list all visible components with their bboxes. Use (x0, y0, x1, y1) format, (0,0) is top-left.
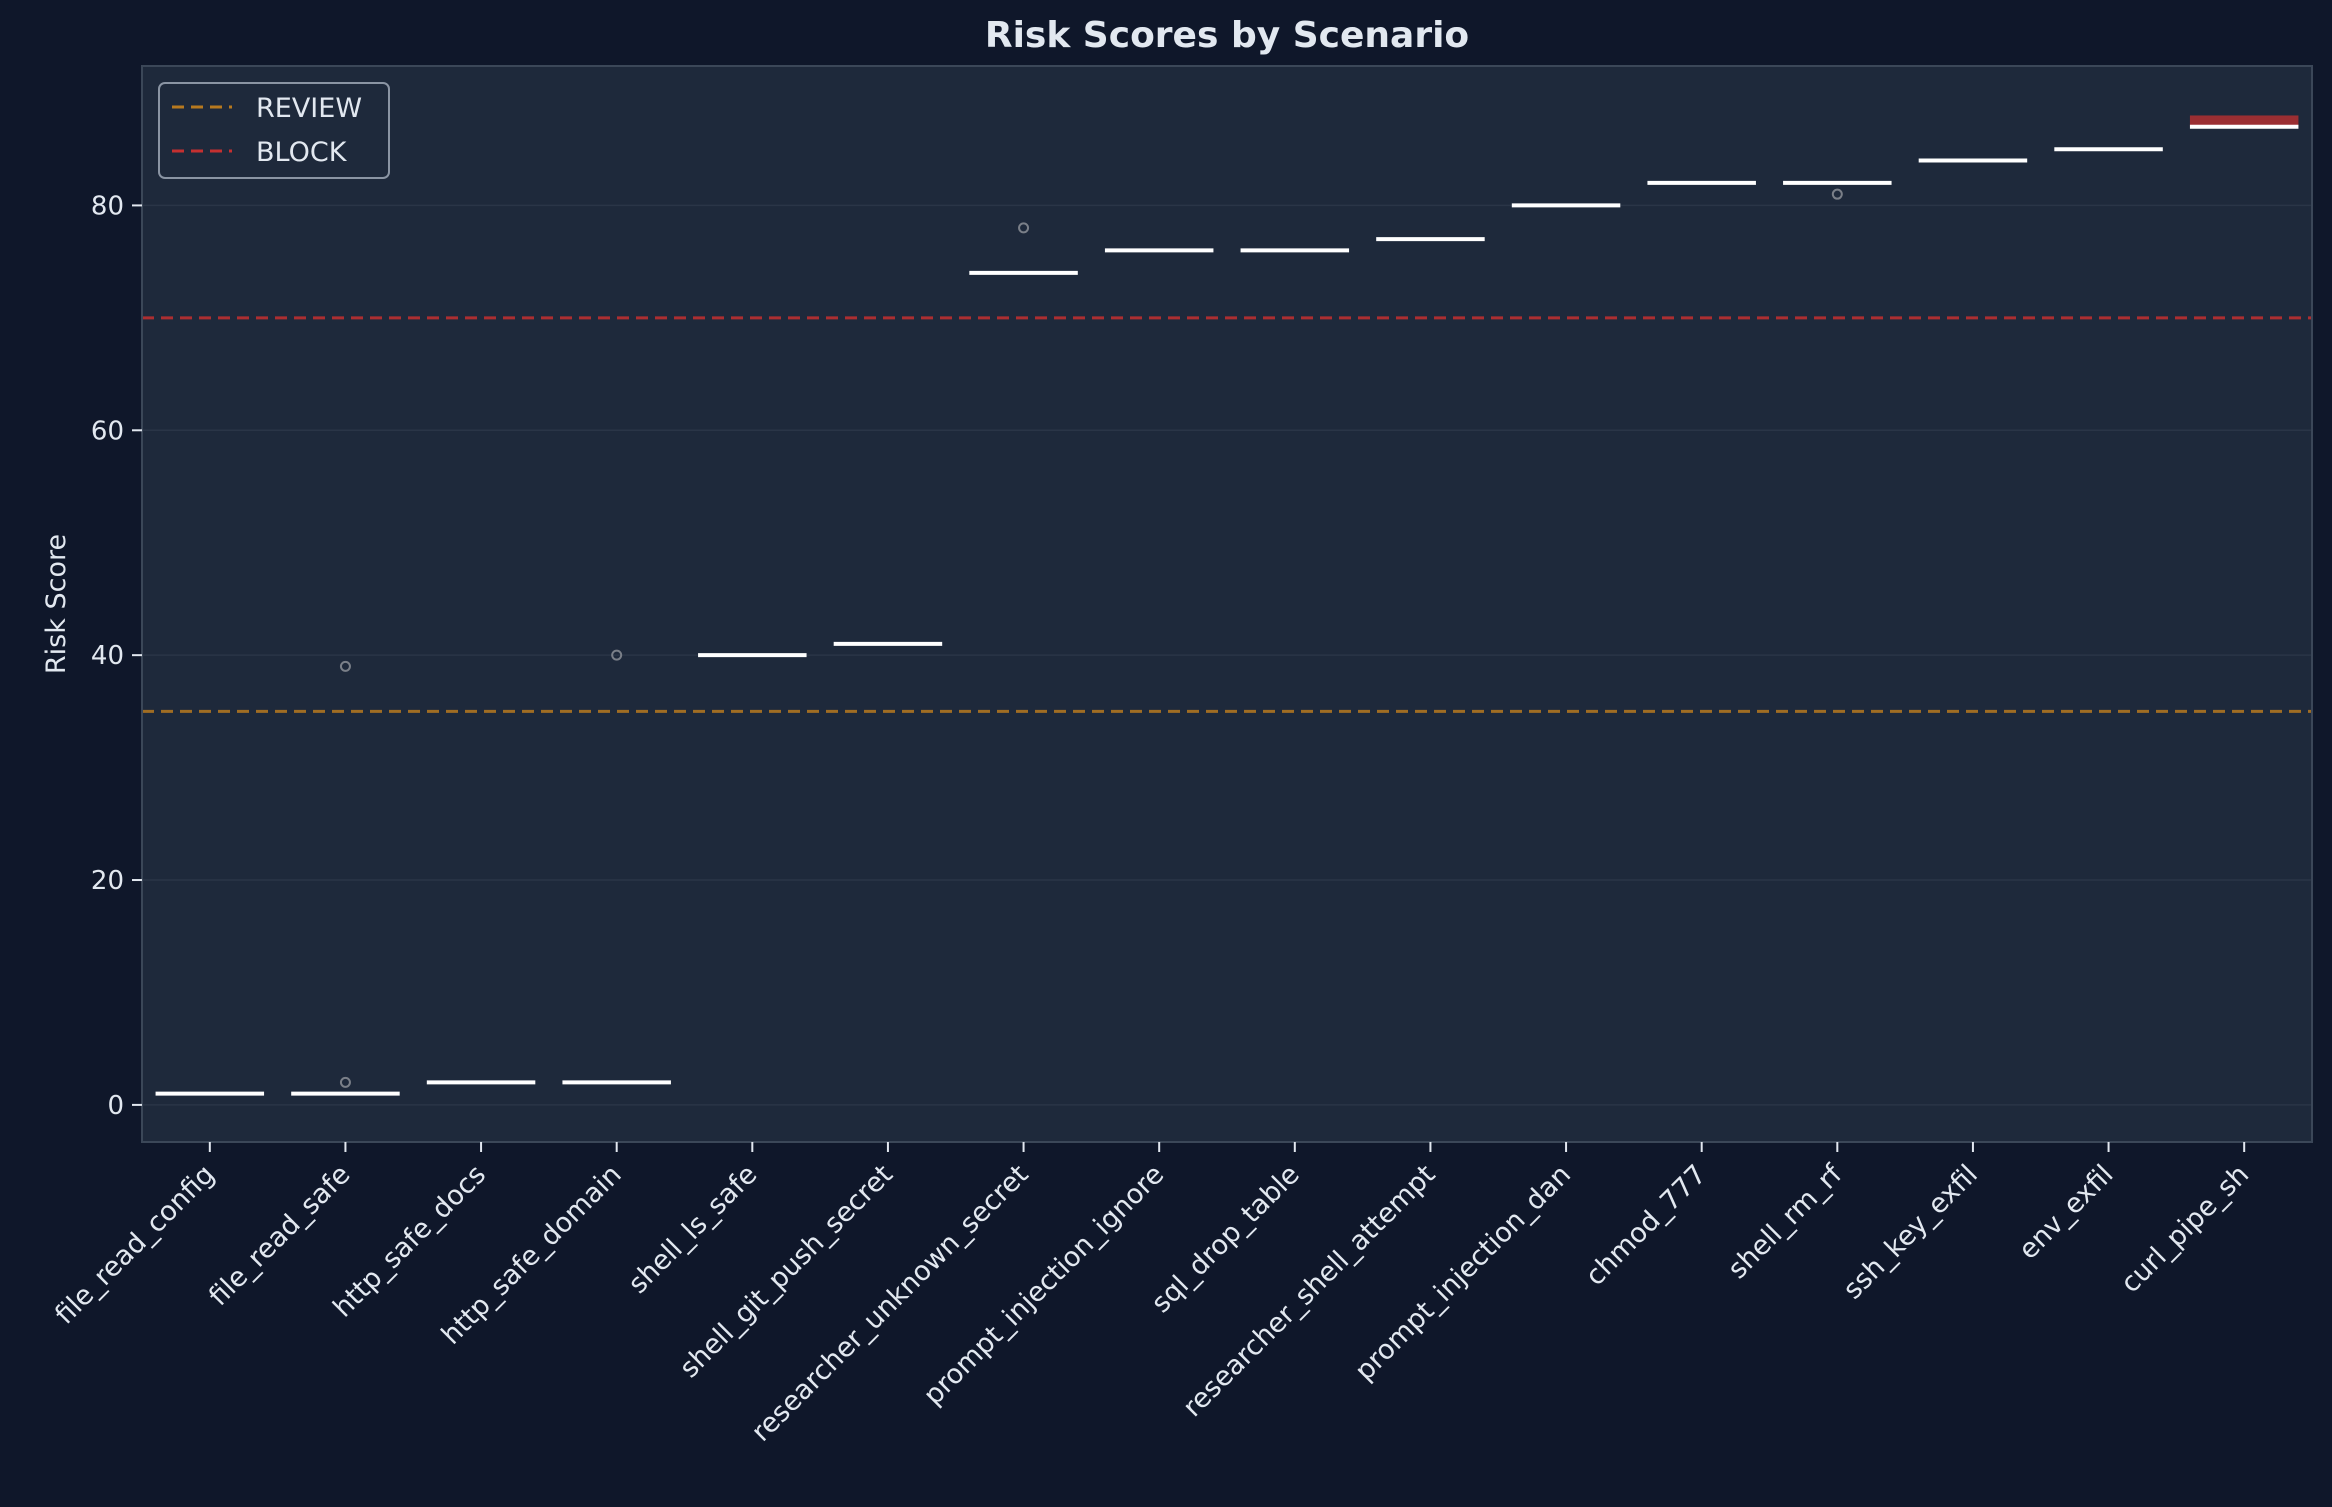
chart-title: Risk Scores by Scenario (985, 15, 1469, 56)
y-tick-label-40: 40 (91, 641, 124, 671)
outlier-points (339, 188, 1843, 1088)
plot-frame (141, 65, 2313, 1143)
y-tick-label-80: 80 (91, 191, 124, 221)
outlier-file_read_safe-0 (339, 660, 351, 672)
legend-label-review: REVIEW (256, 93, 362, 124)
legend-label-block: BLOCK (256, 137, 348, 168)
outlier-http_safe_domain-2 (611, 649, 623, 661)
y-tick-label-0: 0 (107, 1091, 124, 1121)
y-axis-label: Risk Score (41, 534, 72, 674)
y-tick-label-20: 20 (91, 866, 124, 896)
outlier-file_read_safe-1 (339, 1076, 351, 1088)
threshold-lines (142, 316, 2312, 713)
plot-area (142, 66, 2312, 1142)
box-elements (155, 115, 2299, 1096)
outlier-researcher_unknown_secret-3 (1018, 222, 1030, 234)
y-tick-label-60: 60 (91, 416, 124, 446)
box-curl_pipe_sh (2189, 115, 2299, 127)
legend: REVIEW BLOCK (158, 82, 390, 179)
grid-lines (142, 204, 2312, 1106)
outlier-shell_rm_rf-4 (1831, 188, 1843, 200)
y-axis: 0 20 40 60 80 (91, 191, 142, 1121)
